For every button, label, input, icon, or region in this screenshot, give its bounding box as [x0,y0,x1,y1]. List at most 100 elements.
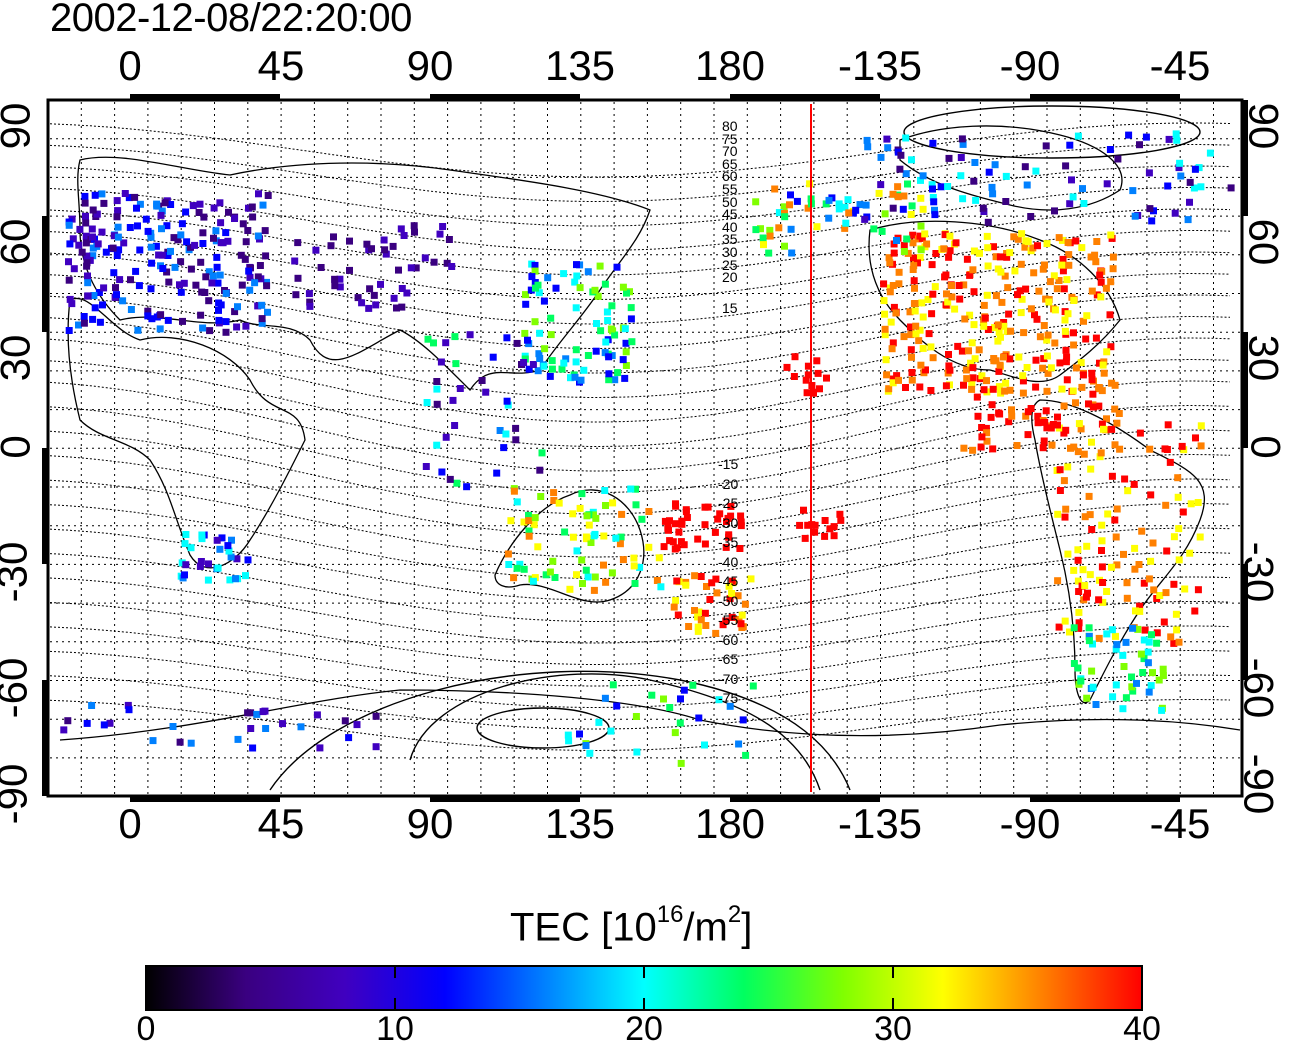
tec-sample [115,246,123,254]
tec-sample [1065,261,1073,269]
tec-sample [1100,425,1107,433]
tec-sample [997,268,1005,276]
tec-sample [1173,626,1181,634]
tec-sample [1053,285,1061,293]
tec-sample [1016,287,1024,295]
tec-sample [525,532,533,540]
tec-sample [1066,200,1074,208]
tec-sample [1131,565,1139,573]
tec-sample [1161,445,1169,453]
south-america-coast [1031,399,1206,704]
contour-label-south: -15 [718,456,739,472]
tec-sample [500,444,508,452]
tec-sample [1055,623,1063,631]
tec-sample [178,220,186,228]
tec-sample [226,576,234,584]
tec-sample [1062,162,1070,170]
tec-sample [558,365,566,373]
tec-sample [264,192,272,199]
tec-sample [1186,198,1193,206]
tec-sample [608,352,616,360]
tec-sample [546,568,554,576]
tec-sample [825,196,833,204]
eurasia-coast [77,156,651,392]
tec-sample [747,575,755,583]
tec-sample [1098,420,1106,428]
tec-sample [708,579,716,587]
tec-sample [180,279,188,287]
tec-sample [889,375,897,383]
tec-sample [336,283,344,291]
tec-sample [512,424,520,432]
tec-sample [1061,327,1069,335]
tec-sample [611,376,619,384]
tec-sample [84,272,91,280]
tec-sample [443,259,451,267]
tec-sample [1085,632,1093,640]
tec-sample [1021,163,1029,171]
tec-sample [890,249,898,257]
tec-sample [584,573,592,581]
tec-sample [622,339,630,347]
antarctica-coast [59,689,1241,741]
tec-sample [1142,133,1150,141]
tec-sample [591,286,599,294]
tec-sample [88,225,96,233]
tec-sample [1147,682,1155,690]
tec-sample [1119,651,1127,659]
tec-sample [1081,513,1089,521]
tec-sample [245,267,253,275]
tec-sample [676,719,684,727]
tec-sample [113,213,121,221]
tec-sample [1176,159,1184,167]
tec-sample [1032,356,1040,364]
tec-sample [393,304,400,312]
tec-sample [218,534,226,542]
tec-sample [132,267,140,275]
tec-sample [689,681,697,689]
tec-sample [619,556,627,564]
tec-sample [962,366,970,374]
tec-sample [1167,633,1175,641]
tec-sample [1066,628,1073,636]
tec-sample [96,318,104,326]
lat-tick-left: -30 [0,541,36,603]
tec-sample [1108,472,1116,480]
tec-sample [1077,677,1085,685]
africa-coast [67,297,306,569]
contour-label-north: 65 [722,155,738,172]
tec-sample [1120,663,1128,670]
tec-sample [225,208,232,216]
tec-sample [436,230,444,238]
tec-sample [577,376,585,384]
contour-label-south: -25 [718,495,739,511]
tec-sample [894,193,902,201]
tec-sample [542,571,550,579]
tec-sample [187,739,195,747]
tec-sample [915,337,923,345]
tec-sample [1103,630,1111,638]
lon-tick-bottom: -45 [1149,800,1211,847]
contour-label-south: -75 [718,690,739,706]
tec-sample [918,299,926,307]
tec-sample [587,539,595,546]
tec-sample [81,192,89,200]
tec-sample [198,535,206,543]
tec-sample [1135,561,1143,568]
tec-sample [1060,285,1068,293]
lat-tick-left: -90 [0,763,36,825]
lat-tick-left: -60 [0,657,36,719]
tec-sample [552,284,560,292]
tec-sample [969,446,977,454]
tec-sample [1153,629,1161,637]
tec-sample [671,729,679,737]
tec-sample [1086,571,1094,579]
tec-sample [1083,312,1091,320]
tec-sample [1092,334,1100,342]
tec-sample [1062,346,1070,354]
tec-sample [892,309,900,317]
tec-sample [493,469,501,477]
tec-sample [1059,255,1067,263]
tec-sample [1136,429,1144,437]
tec-sample [1092,258,1100,266]
